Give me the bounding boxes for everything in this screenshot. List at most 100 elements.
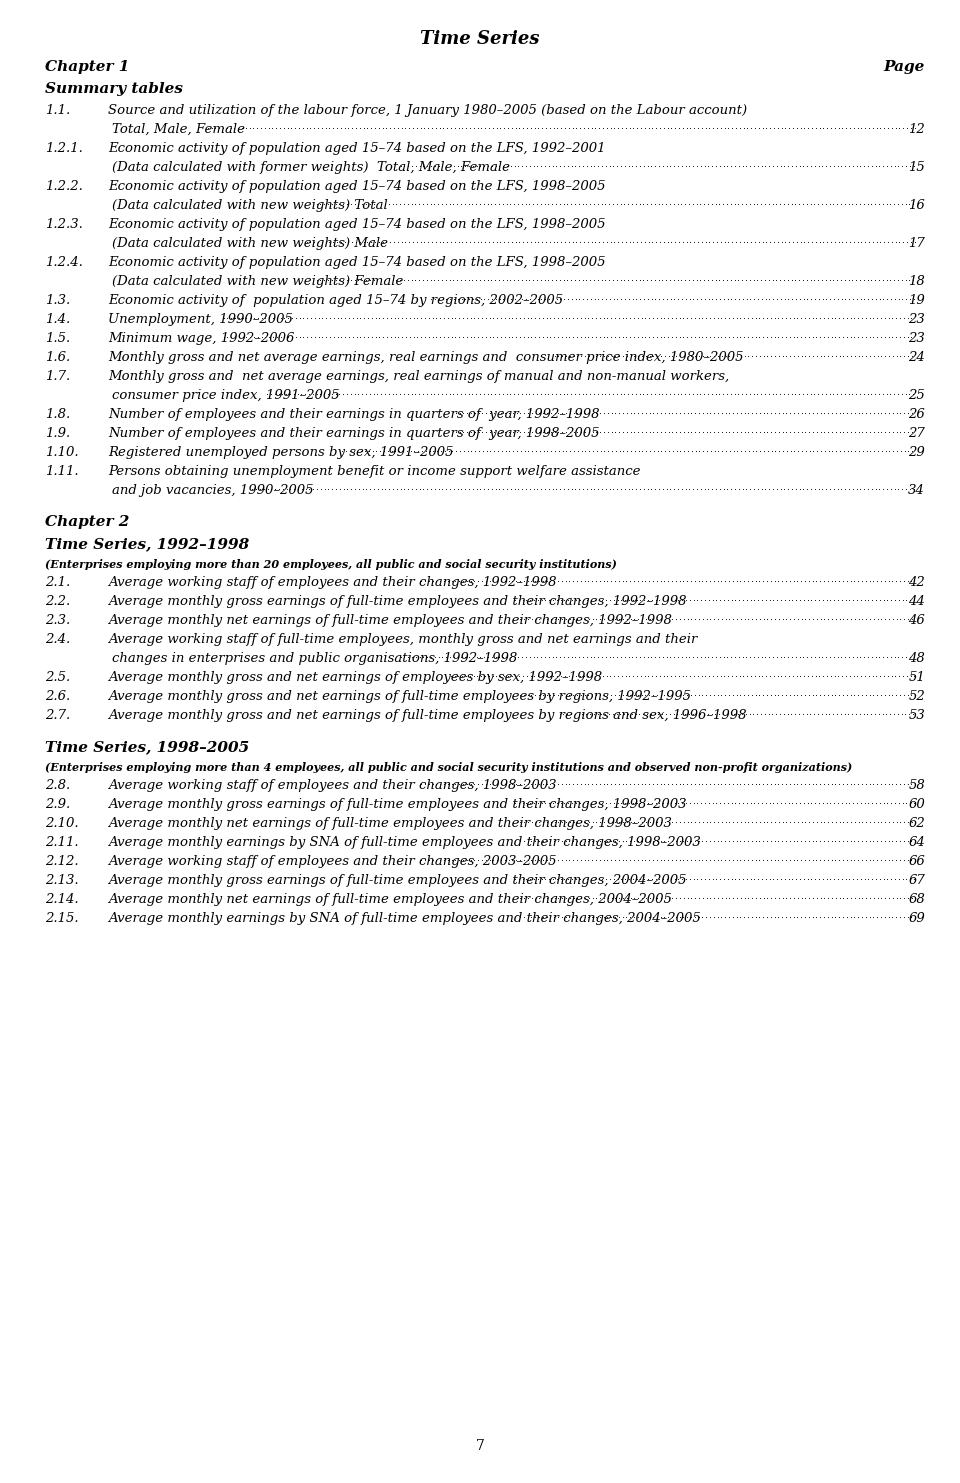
Text: Economic activity of population aged 15–74 based on the LFS, 1998–2005: Economic activity of population aged 15–… (108, 218, 606, 231)
Text: 1.3.: 1.3. (45, 294, 70, 307)
Text: 24: 24 (908, 351, 925, 363)
Text: Total, Male, Female: Total, Male, Female (112, 123, 245, 136)
Text: 27: 27 (908, 427, 925, 440)
Text: 2.11.: 2.11. (45, 836, 79, 848)
Text: Average monthly earnings by SNA of full-time employees and their changes, 2004–2: Average monthly earnings by SNA of full-… (108, 912, 701, 925)
Text: 1.10.: 1.10. (45, 446, 79, 460)
Text: Unemployment, 1990–2005: Unemployment, 1990–2005 (108, 313, 293, 326)
Text: Average monthly earnings by SNA of full-time employees and their changes, 1998–2: Average monthly earnings by SNA of full-… (108, 836, 701, 848)
Text: Number of employees and their earnings in quarters of  year, 1992–1998: Number of employees and their earnings i… (108, 408, 599, 421)
Text: Summary tables: Summary tables (45, 82, 183, 96)
Text: (Data calculated with former weights)  Total, Male, Female: (Data calculated with former weights) To… (112, 162, 510, 174)
Text: Average working staff of employees and their changes, 1992–1998: Average working staff of employees and t… (108, 575, 557, 589)
Text: 1.9.: 1.9. (45, 427, 70, 440)
Text: and job vacancies, 1990–2005: and job vacancies, 1990–2005 (112, 483, 314, 497)
Text: 34: 34 (908, 483, 925, 497)
Text: 29: 29 (908, 446, 925, 460)
Text: Time Series: Time Series (420, 30, 540, 47)
Text: Economic activity of population aged 15–74 based on the LFS, 1998–2005: Economic activity of population aged 15–… (108, 257, 606, 268)
Text: Average working staff of employees and their changes, 2003–2005: Average working staff of employees and t… (108, 856, 557, 868)
Text: 62: 62 (908, 817, 925, 830)
Text: Average monthly net earnings of full-time employees and their changes, 1998–2003: Average monthly net earnings of full-tim… (108, 817, 672, 830)
Text: Economic activity of population aged 15–74 based on the LFS, 1992–2001: Economic activity of population aged 15–… (108, 142, 606, 156)
Text: Minimum wage, 1992–2006: Minimum wage, 1992–2006 (108, 332, 295, 346)
Text: 1.5.: 1.5. (45, 332, 70, 346)
Text: 2.1.: 2.1. (45, 575, 70, 589)
Text: 68: 68 (908, 893, 925, 906)
Text: consumer price index, 1991–2005: consumer price index, 1991–2005 (112, 389, 340, 402)
Text: 2.9.: 2.9. (45, 798, 70, 811)
Text: 1.7.: 1.7. (45, 369, 70, 383)
Text: 42: 42 (908, 575, 925, 589)
Text: 58: 58 (908, 779, 925, 792)
Text: 23: 23 (908, 313, 925, 326)
Text: Persons obtaining unemployment benefit or income support welfare assistance: Persons obtaining unemployment benefit o… (108, 466, 640, 478)
Text: Monthly gross and net average earnings, real earnings and  consumer price index,: Monthly gross and net average earnings, … (108, 351, 743, 363)
Text: (Enterprises employing more than 20 employees, all public and social security in: (Enterprises employing more than 20 empl… (45, 559, 617, 569)
Text: 1.2.4.: 1.2.4. (45, 257, 83, 268)
Text: Average monthly gross and net earnings of full-time employees by regions, 1992–1: Average monthly gross and net earnings o… (108, 690, 691, 703)
Text: 18: 18 (908, 274, 925, 288)
Text: 1.1.: 1.1. (45, 104, 70, 117)
Text: 2.10.: 2.10. (45, 817, 79, 830)
Text: 60: 60 (908, 798, 925, 811)
Text: 2.15.: 2.15. (45, 912, 79, 925)
Text: 1.2.1.: 1.2.1. (45, 142, 83, 156)
Text: Monthly gross and  net average earnings, real earnings of manual and non-manual : Monthly gross and net average earnings, … (108, 369, 730, 383)
Text: 2.8.: 2.8. (45, 779, 70, 792)
Text: 53: 53 (908, 709, 925, 722)
Text: 2.4.: 2.4. (45, 633, 70, 647)
Text: Average monthly gross earnings of full-time employees and their changes, 1998–20: Average monthly gross earnings of full-t… (108, 798, 686, 811)
Text: Average monthly gross earnings of full-time employees and their changes, 2004–20: Average monthly gross earnings of full-t… (108, 873, 686, 887)
Text: 52: 52 (908, 690, 925, 703)
Text: Average monthly gross and net earnings of employees by sex, 1992–1998: Average monthly gross and net earnings o… (108, 670, 602, 684)
Text: Registered unemployed persons by sex, 1991–2005: Registered unemployed persons by sex, 19… (108, 446, 453, 460)
Text: Time Series, 1998–2005: Time Series, 1998–2005 (45, 740, 250, 753)
Text: changes in enterprises and public organisations, 1992–1998: changes in enterprises and public organi… (112, 653, 517, 664)
Text: Average monthly gross earnings of full-time employees and their changes, 1992–19: Average monthly gross earnings of full-t… (108, 595, 686, 608)
Text: Economic activity of population aged 15–74 based on the LFS, 1998–2005: Economic activity of population aged 15–… (108, 179, 606, 193)
Text: 23: 23 (908, 332, 925, 346)
Text: 16: 16 (908, 199, 925, 212)
Text: Source and utilization of the labour force, 1 January 1980–2005 (based on the La: Source and utilization of the labour for… (108, 104, 747, 117)
Text: 1.4.: 1.4. (45, 313, 70, 326)
Text: Economic activity of  population aged 15–74 by regions, 2002–2005: Economic activity of population aged 15–… (108, 294, 564, 307)
Text: 2.14.: 2.14. (45, 893, 79, 906)
Text: 1.2.3.: 1.2.3. (45, 218, 83, 231)
Text: 2.6.: 2.6. (45, 690, 70, 703)
Text: 12: 12 (908, 123, 925, 136)
Text: 1.11.: 1.11. (45, 466, 79, 478)
Text: Average monthly gross and net earnings of full-time employees by regions and sex: Average monthly gross and net earnings o… (108, 709, 747, 722)
Text: 25: 25 (908, 389, 925, 402)
Text: Average monthly net earnings of full-time employees and their changes, 1992–1998: Average monthly net earnings of full-tim… (108, 614, 672, 627)
Text: Average working staff of employees and their changes, 1998–2003: Average working staff of employees and t… (108, 779, 557, 792)
Text: Page: Page (883, 59, 925, 74)
Text: 2.13.: 2.13. (45, 873, 79, 887)
Text: 2.2.: 2.2. (45, 595, 70, 608)
Text: 2.12.: 2.12. (45, 856, 79, 868)
Text: Time Series, 1992–1998: Time Series, 1992–1998 (45, 537, 250, 552)
Text: Number of employees and their earnings in quarters of  year, 1998–2005: Number of employees and their earnings i… (108, 427, 599, 440)
Text: (Data calculated with new weights) Female: (Data calculated with new weights) Femal… (112, 274, 403, 288)
Text: Average working staff of full-time employees, monthly gross and net earnings and: Average working staff of full-time emplo… (108, 633, 697, 647)
Text: Chapter 2: Chapter 2 (45, 515, 130, 529)
Text: 2.3.: 2.3. (45, 614, 70, 627)
Text: (Enterprises employing more than 4 employees, all public and social security ins: (Enterprises employing more than 4 emplo… (45, 762, 852, 773)
Text: 69: 69 (908, 912, 925, 925)
Text: 48: 48 (908, 653, 925, 664)
Text: 7: 7 (475, 1439, 485, 1453)
Text: 19: 19 (908, 294, 925, 307)
Text: 66: 66 (908, 856, 925, 868)
Text: 64: 64 (908, 836, 925, 848)
Text: 2.7.: 2.7. (45, 709, 70, 722)
Text: 15: 15 (908, 162, 925, 174)
Text: 26: 26 (908, 408, 925, 421)
Text: 1.2.2.: 1.2.2. (45, 179, 83, 193)
Text: 67: 67 (908, 873, 925, 887)
Text: 1.8.: 1.8. (45, 408, 70, 421)
Text: 44: 44 (908, 595, 925, 608)
Text: (Data calculated with new weights) Male: (Data calculated with new weights) Male (112, 237, 388, 251)
Text: 1.6.: 1.6. (45, 351, 70, 363)
Text: (Data calculated with new weights) Total: (Data calculated with new weights) Total (112, 199, 392, 212)
Text: 17: 17 (908, 237, 925, 251)
